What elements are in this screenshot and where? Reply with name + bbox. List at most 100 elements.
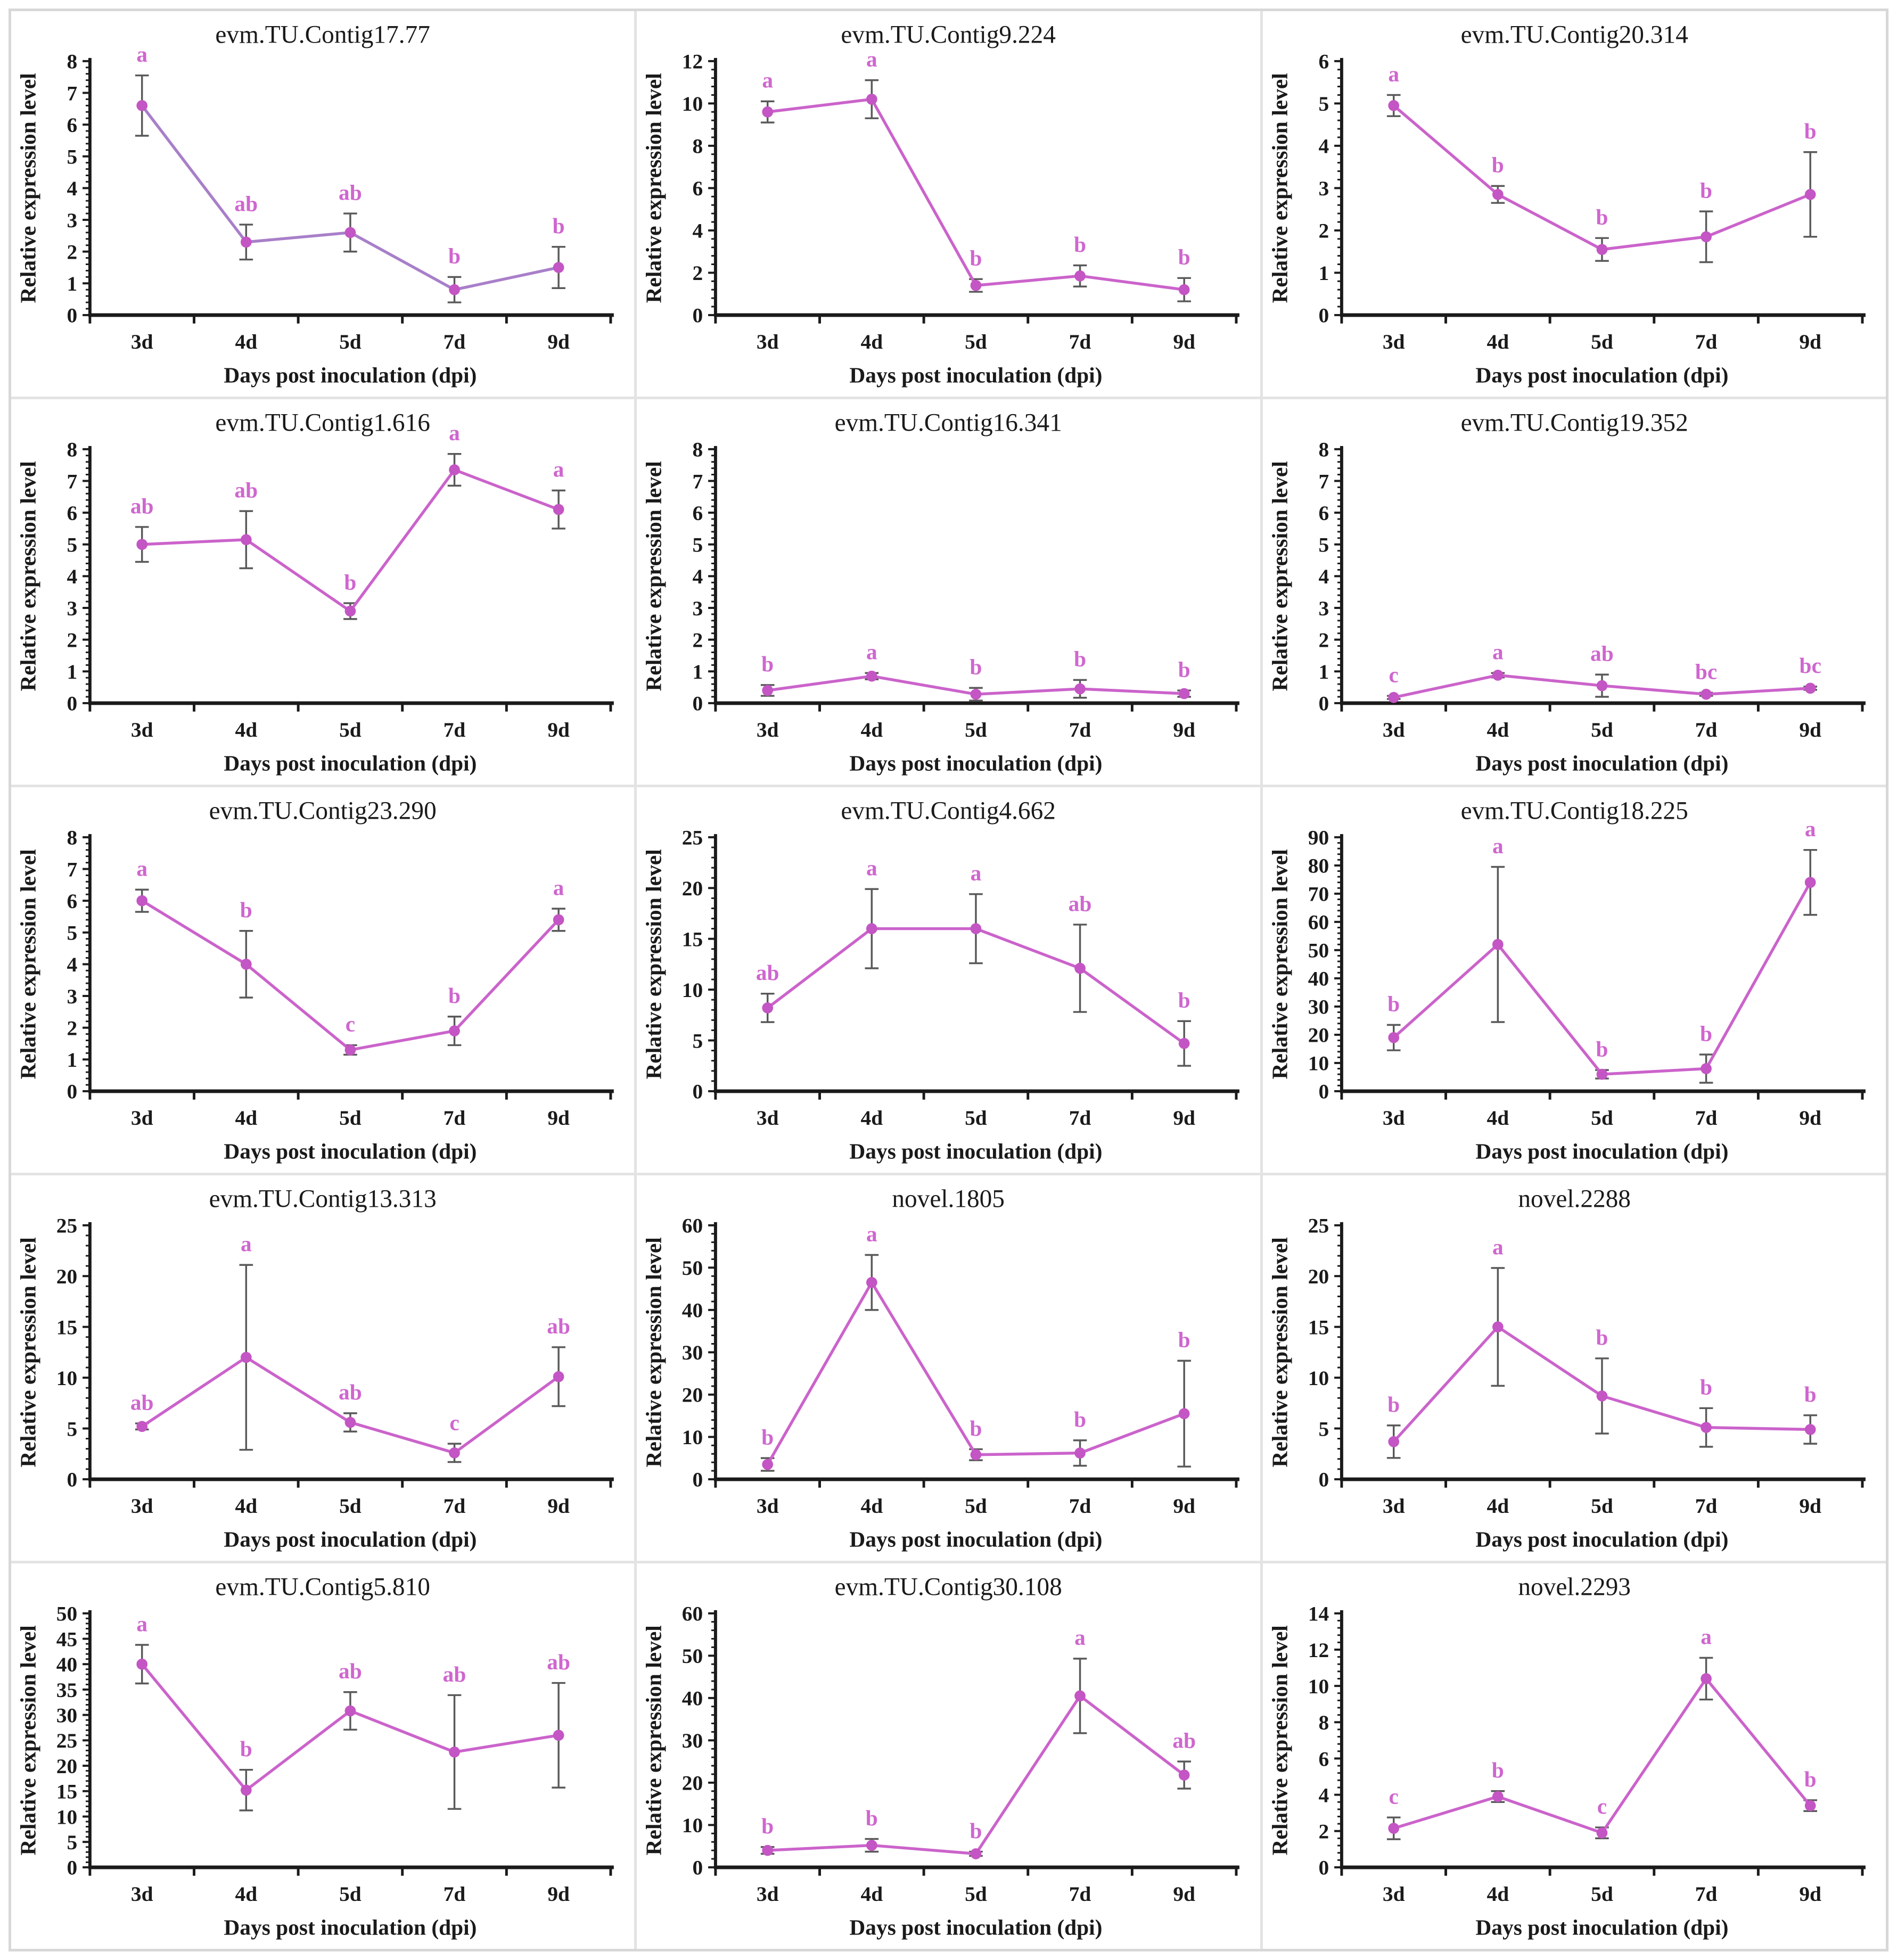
data-point	[1492, 1321, 1504, 1333]
y-tick-label: 5	[693, 533, 703, 557]
x-tick-label: 3d	[1383, 1494, 1405, 1518]
x-tick-label: 4d	[861, 718, 883, 742]
y-tick-label: 0	[1318, 692, 1329, 715]
x-axis-title: Days post inoculation (dpi)	[1475, 1527, 1728, 1552]
y-tick-label: 5	[67, 533, 78, 557]
data-point-markers	[136, 1352, 564, 1459]
y-tick-label: 10	[682, 92, 703, 116]
data-point	[1179, 1037, 1190, 1049]
x-tick-label: 4d	[235, 1494, 257, 1518]
x-tick-label: 7d	[1069, 330, 1091, 353]
data-point	[1700, 231, 1712, 243]
x-tick-label: 4d	[235, 1106, 257, 1130]
data-point	[553, 1371, 564, 1382]
significance-letter: b	[1178, 245, 1190, 269]
chart-panel: novel.2288 Relative expression level Days …	[1262, 1175, 1886, 1561]
significance-letter: ab	[756, 960, 779, 985]
x-tick-label: 3d	[1383, 1882, 1405, 1906]
x-tick-label: 3d	[757, 1494, 779, 1518]
data-point-markers	[136, 1658, 564, 1796]
x-tick-label: 3d	[757, 330, 779, 353]
y-tick-label: 1	[1318, 261, 1329, 285]
expression-chart-svg: evm.TU.Contig23.290 Relative expression l…	[15, 797, 614, 1164]
y-tick-label: 0	[1318, 1468, 1329, 1492]
x-tick-label: 3d	[131, 330, 153, 353]
significance-letters: a ab ab b b	[136, 42, 564, 268]
x-tick-label: 7d	[444, 330, 466, 353]
data-point	[1804, 877, 1816, 888]
x-tick-label: 9d	[1799, 1882, 1821, 1906]
data-point	[344, 1044, 356, 1056]
x-tick-label: 7d	[444, 718, 466, 742]
x-tick-label: 9d	[1799, 718, 1821, 742]
y-tick-label: 45	[56, 1627, 77, 1651]
y-axis-title: Relative expression level	[1267, 1237, 1292, 1467]
data-point	[1596, 244, 1607, 256]
x-axis-ticks	[714, 315, 1238, 324]
chart-title: evm.TU.Contig30.108	[835, 1573, 1062, 1601]
chart-panel: evm.TU.Contig30.108 Relative expression l…	[637, 1563, 1260, 1949]
y-tick-label: 0	[693, 1856, 703, 1880]
significance-letter: b	[866, 1806, 878, 1830]
y-tick-label: 4	[67, 565, 78, 588]
charts-grid: evm.TU.Contig17.77 Relative expression le…	[9, 9, 1888, 1951]
x-tick-label: 3d	[131, 1882, 153, 1906]
significance-letter: c	[346, 1012, 355, 1036]
chart-panel: evm.TU.Contig4.662 Relative expression le…	[637, 787, 1260, 1173]
data-point	[1074, 1447, 1086, 1459]
x-tick-label: 7d	[1069, 1494, 1091, 1518]
y-axis-title: Relative expression level	[642, 461, 666, 691]
data-point	[1388, 1436, 1399, 1447]
y-axis-title: Relative expression level	[642, 849, 666, 1079]
data-point	[762, 106, 774, 118]
y-tick-label: 6	[1318, 501, 1329, 525]
y-tick-label: 0	[67, 1080, 78, 1103]
y-tick-label: 2	[67, 1016, 78, 1040]
data-point	[1074, 1690, 1086, 1702]
x-tick-label: 3d	[757, 1106, 779, 1130]
y-tick-label: 20	[682, 877, 703, 900]
x-tick-label: 7d	[1695, 1494, 1717, 1518]
chart-title: evm.TU.Contig19.352	[1460, 409, 1688, 437]
y-tick-label: 2	[693, 261, 703, 285]
y-tick-label: 15	[682, 927, 703, 951]
y-tick-label: 3	[1318, 177, 1329, 200]
chart-panel: novel.1805 Relative expression level Days …	[637, 1175, 1260, 1561]
y-tick-label: 0	[693, 692, 703, 715]
expression-chart-svg: evm.TU.Contig18.225 Relative expression l…	[1267, 797, 1866, 1164]
significance-letter: ab	[339, 180, 362, 204]
y-tick-label: 25	[682, 826, 703, 850]
y-tick-label: 15	[1308, 1315, 1328, 1339]
data-point	[1492, 188, 1504, 200]
significance-letter: ab	[234, 191, 258, 216]
expression-chart-svg: evm.TU.Contig9.224 Relative expression le…	[642, 21, 1240, 388]
y-tick-label: 0	[67, 692, 78, 715]
chart-panel: evm.TU.Contig9.224 Relative expression le…	[637, 11, 1260, 397]
significance-letters: b b b a ab	[762, 1625, 1196, 1843]
x-tick-labels: 3d 4d 5d 7d 9d	[1383, 1106, 1821, 1130]
data-point	[1179, 1769, 1190, 1781]
significance-letter: c	[1597, 1794, 1606, 1818]
significance-letter: c	[449, 1410, 459, 1435]
y-tick-label: 7	[1318, 470, 1329, 493]
data-point	[1492, 938, 1504, 950]
data-point	[449, 284, 460, 295]
y-tick-label: 7	[693, 470, 703, 493]
data-point	[970, 923, 982, 934]
x-tick-label: 5d	[1591, 1494, 1613, 1518]
x-axis-title: Days post inoculation (dpi)	[224, 1915, 477, 1940]
data-point	[1074, 683, 1086, 695]
data-point	[1388, 100, 1399, 111]
x-axis-title: Days post inoculation (dpi)	[1475, 1915, 1728, 1940]
y-tick-label: 8	[1318, 1711, 1329, 1734]
data-point	[1700, 1673, 1712, 1684]
data-point	[240, 1352, 252, 1363]
y-tick-label: 30	[1308, 995, 1328, 1019]
x-axis-ticks	[1340, 1091, 1864, 1100]
x-tick-label: 5d	[965, 330, 987, 353]
x-tick-label: 7d	[1695, 330, 1717, 353]
y-tick-label: 6	[67, 501, 78, 525]
y-tick-label: 4	[67, 953, 78, 976]
significance-letter: a	[1492, 640, 1504, 664]
